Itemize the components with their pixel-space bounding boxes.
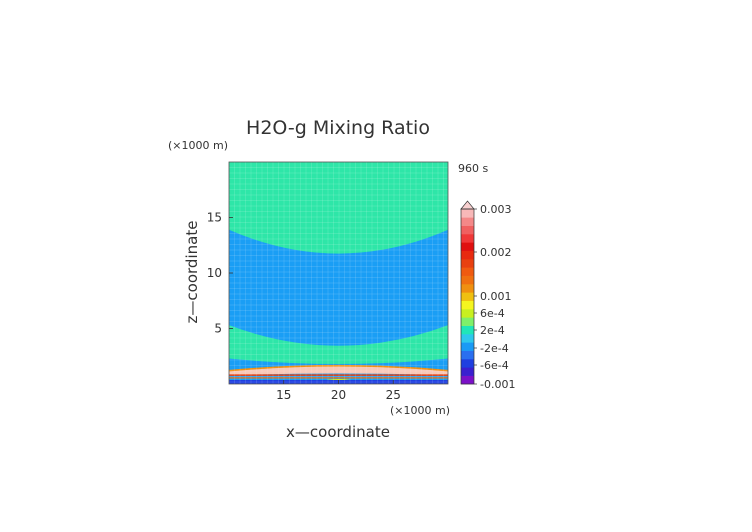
- colorbar-label: 0.002: [480, 246, 512, 259]
- colorbar-segment: [461, 250, 474, 260]
- colorbar-segment: [461, 284, 474, 293]
- colorbar-segment: [461, 209, 474, 218]
- colorbar-segment: [461, 225, 474, 235]
- y-unit-label: (×1000 m): [168, 139, 228, 152]
- colorbar-label: 2e-4: [480, 324, 505, 337]
- x-unit-label: (×1000 m): [390, 404, 450, 417]
- y-tick-label: 10: [207, 266, 222, 280]
- colorbar-segment: [461, 342, 474, 351]
- x-tick-label: 15: [276, 388, 291, 402]
- colorbar-segment: [461, 234, 474, 243]
- colorbar-label: -6e-4: [480, 359, 509, 372]
- colorbar-segment: [461, 325, 474, 335]
- orange-contour-upper: [229, 364, 448, 372]
- plot-area: [228, 161, 449, 385]
- colorbar-segment: [461, 350, 474, 360]
- x-axis-label: x—coordinate: [286, 423, 390, 441]
- x-tick-label: 25: [386, 388, 401, 402]
- colorbar-segment: [461, 359, 474, 368]
- colorbar-label: 0.003: [480, 203, 512, 216]
- colorbar-segment: [461, 334, 474, 343]
- y-axis-label: z—coordinate: [183, 221, 201, 324]
- colorbar-arrow: [460, 200, 475, 210]
- colorbar-segment: [461, 317, 474, 326]
- region-pink-band: [229, 365, 448, 376]
- colorbar: 0.003 0.002 0.001 6e-4 2e-4 -2e-4 -6e-4 -0.001: [460, 200, 515, 391]
- colorbar-segment: [461, 259, 474, 268]
- y-tick-label: 5: [214, 322, 222, 336]
- time-label: 960 s: [458, 162, 488, 175]
- colorbar-frame: [460, 208, 475, 385]
- y-tick-labels: 5 10 15: [207, 211, 233, 336]
- colorbar-segment: [461, 375, 474, 385]
- colorbar-segment: [461, 242, 474, 251]
- colorbar-label: -0.001: [480, 378, 515, 391]
- colorbar-label: 6e-4: [480, 307, 505, 320]
- colorbar-segment: [461, 300, 474, 310]
- colorbar-segment: [461, 275, 474, 285]
- colorbar-label: 0.001: [480, 290, 512, 303]
- x-tick-label: 20: [331, 388, 346, 402]
- colorbar-label: -2e-4: [480, 342, 509, 355]
- colorbar-segment: [461, 367, 474, 376]
- colorbar-segment: [461, 309, 474, 318]
- colorbar-segment: [461, 217, 474, 226]
- x-tick-labels: 15 20 25: [276, 380, 401, 402]
- y-tick-label: 15: [207, 211, 222, 225]
- colorbar-segment: [461, 292, 474, 301]
- colorbar-segment: [461, 267, 474, 276]
- chart-title: H2O-g Mixing Ratio: [246, 117, 430, 139]
